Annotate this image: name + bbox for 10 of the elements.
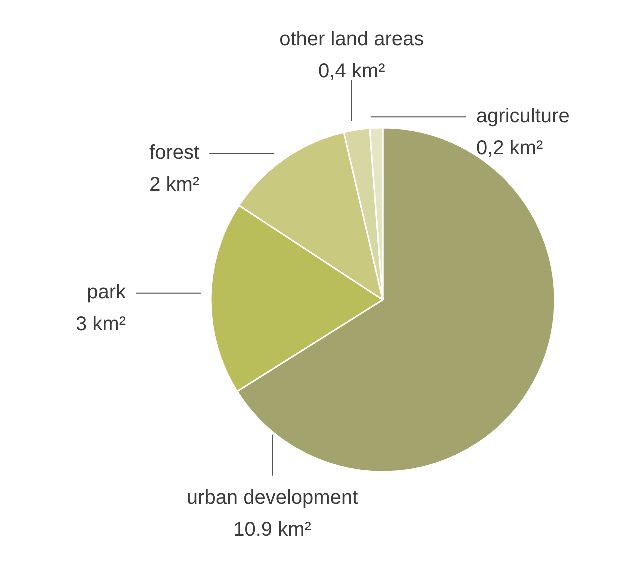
slice-label: urban development (186, 487, 359, 510)
data-label: 3 km² (76, 314, 126, 336)
data-label: 0,4 km² (318, 60, 386, 82)
slice-label: other land areas (280, 28, 424, 50)
data-label: 10.9 km² (234, 519, 312, 542)
slice-label: forest (150, 142, 200, 164)
slice-label: park (87, 282, 128, 304)
data-label: 0,2 km² (476, 137, 544, 160)
data-label: 2 km² (150, 174, 200, 196)
slice-label: agriculture (476, 105, 570, 128)
